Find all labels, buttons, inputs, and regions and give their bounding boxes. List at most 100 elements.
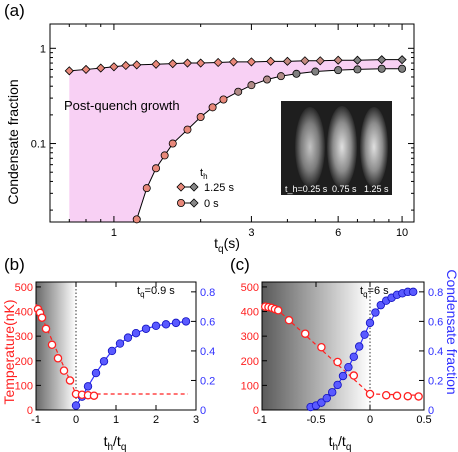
series-a xyxy=(64,55,407,224)
b-temperature-point xyxy=(53,354,63,363)
b-condensate-point xyxy=(123,333,133,342)
point-0s xyxy=(183,125,192,134)
legend-circle-red xyxy=(176,198,185,207)
c-yl-tick-label: 100 xyxy=(241,380,259,392)
b-condensate-point xyxy=(131,329,141,338)
b-condensate-point xyxy=(151,321,161,331)
point-1-25s xyxy=(333,55,343,65)
c-x-tick-label: -1 xyxy=(257,414,267,426)
legend-a: th 1.25 s 0 s xyxy=(176,167,234,210)
b-condensate-point xyxy=(161,320,171,329)
c-yl-tick-label: 500 xyxy=(241,282,259,294)
point-1-25s xyxy=(182,58,193,68)
b-temperature-point xyxy=(89,391,99,400)
a-y-tick-label: 1 xyxy=(40,43,46,55)
c-yl-tick-label: 400 xyxy=(241,307,259,319)
point-1-25s xyxy=(96,63,106,73)
b-temperature-point xyxy=(59,366,69,375)
c-yl-tick-label: 0 xyxy=(253,405,259,417)
point-0s xyxy=(168,139,177,148)
point-0s xyxy=(219,95,228,104)
c-condensate-point xyxy=(355,342,364,351)
c-temperature-point xyxy=(392,391,402,400)
c-frame xyxy=(261,281,425,411)
c-yr-tick-label: 0.8 xyxy=(428,287,443,299)
b-condensate-point xyxy=(181,317,191,326)
c-yl-tick-label: 200 xyxy=(241,356,259,368)
point-0s xyxy=(234,87,243,96)
b-yl-tick-label: 400 xyxy=(15,307,33,319)
c-temperature-point xyxy=(317,342,326,352)
inset-label-1: t_h=0.25 s xyxy=(285,184,328,194)
point-1-25s xyxy=(213,57,223,68)
c-temperature-point xyxy=(284,315,294,325)
b-yr-tick-label: 0 xyxy=(200,405,206,417)
panel-b-letter: (b) xyxy=(4,255,25,274)
point-1-25s xyxy=(121,60,131,71)
legend-diamond-gray-2 xyxy=(189,198,199,208)
atom-cloud-3 xyxy=(360,107,388,187)
point-1-25s xyxy=(282,56,292,66)
legend-title: th xyxy=(200,167,208,181)
c-yr-tick-label: 0.4 xyxy=(428,346,443,358)
b-yl-tick-label: 200 xyxy=(15,356,33,368)
inset-label-3: 1.25 s xyxy=(364,184,389,194)
panel-c-letter: (c) xyxy=(230,255,250,274)
c-condensate-point xyxy=(409,287,418,297)
a-y-tick-label: 0.1 xyxy=(31,139,46,151)
c-yr-tick-label: 0.6 xyxy=(428,316,443,328)
panel-a: (a) 1 3 6 10 0.1 1 Post-quench growth t_h=0.2… xyxy=(4,1,415,255)
c-temperature-point xyxy=(349,371,359,380)
post-quench-shade xyxy=(69,59,403,223)
b-condensate-point xyxy=(107,346,117,356)
post-quench-growth-label: Post-quench growth xyxy=(64,98,180,113)
c-x-tick-label: 0 xyxy=(367,414,373,426)
point-1-25s xyxy=(228,57,239,67)
c-temperature-point xyxy=(300,329,310,338)
b-yr-tick-label: 0.6 xyxy=(200,316,215,328)
c-condensate-point xyxy=(322,393,331,403)
panel-b: (b) -1 0 1 2 3010020030040050000.20.40.60.8 … xyxy=(1,255,215,452)
b-yl-tick-label: 0 xyxy=(27,405,33,417)
atom-cloud-2 xyxy=(327,106,357,188)
c-condensate-point xyxy=(371,308,380,317)
c-temperature-point xyxy=(365,389,375,399)
axes-a: 1 3 6 10 0.1 1 xyxy=(31,23,415,239)
b-temperature-point xyxy=(41,324,51,334)
b-xlabel: th/tq xyxy=(104,433,127,452)
b-x-tick-label: 0 xyxy=(73,414,79,426)
a-x-tick-label: 3 xyxy=(248,227,254,239)
c-annotation: tq=6 s xyxy=(360,285,389,299)
a-frame xyxy=(49,23,415,223)
inset-label-2: 0.75 s xyxy=(332,184,357,194)
point-0s xyxy=(398,64,407,73)
point-0s xyxy=(263,75,272,84)
point-0s xyxy=(334,66,343,75)
inset-image: t_h=0.25 s 0.75 s 1.25 s xyxy=(281,101,392,195)
point-1-25s xyxy=(132,60,142,70)
c-condensate-point xyxy=(317,398,326,407)
b-yr-tick-label: 0.4 xyxy=(200,346,215,358)
point-1-25s xyxy=(151,59,161,69)
b-ylabel-left: Temperature(nK) xyxy=(1,299,17,404)
point-1-25s xyxy=(377,55,387,65)
c-condensate-point xyxy=(333,380,342,390)
point-1-25s xyxy=(81,64,91,75)
legend-diamond-gray xyxy=(189,182,199,192)
b-temperature-point xyxy=(47,340,57,350)
b-condensate-point xyxy=(91,368,101,378)
b-condensate-point xyxy=(83,382,93,391)
point-0s xyxy=(377,64,386,73)
b-temperature-point xyxy=(37,313,47,322)
c-temperature-point xyxy=(273,306,283,315)
point-1-25s xyxy=(246,57,256,67)
a-x-tick-label: 1 xyxy=(111,227,117,239)
b-x-tick-label: 1 xyxy=(113,414,119,426)
b-x-tick-label: -1 xyxy=(31,414,41,426)
point-0s xyxy=(276,72,285,81)
b-condensate-point xyxy=(141,324,151,333)
point-0s xyxy=(152,164,161,173)
c-yr-tick-label: 0 xyxy=(428,405,434,417)
